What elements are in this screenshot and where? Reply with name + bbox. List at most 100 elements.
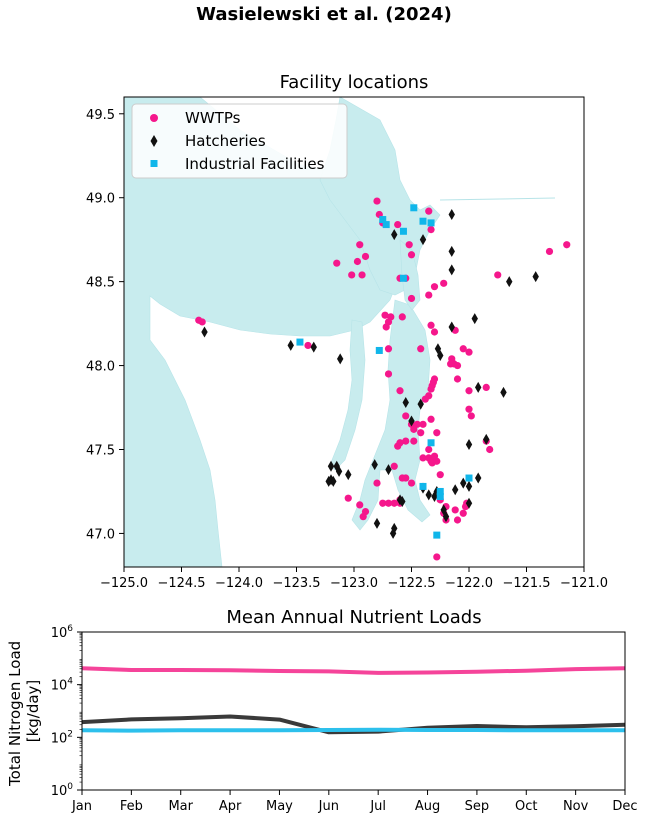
map-point-hatcheries bbox=[465, 480, 473, 492]
map-point-wwtps bbox=[430, 328, 439, 336]
map-point-hatcheries bbox=[408, 415, 415, 427]
map-point-wwtps bbox=[486, 445, 494, 454]
loads-x-tick-label: Jan bbox=[71, 799, 92, 814]
map-point-industrial-facilities bbox=[436, 487, 444, 495]
map-point-wwtps bbox=[465, 348, 473, 356]
loads-y-tick-label: 104 bbox=[51, 677, 74, 694]
map-point-wwtps bbox=[465, 387, 473, 395]
legend-marker-hatcheries bbox=[150, 135, 158, 147]
map-x-tick-label: −121.5 bbox=[502, 576, 550, 591]
map-point-wwtps bbox=[427, 226, 435, 234]
map-point-wwtps bbox=[384, 370, 393, 378]
map-point-wwtps bbox=[358, 271, 366, 279]
map-point-wwtps bbox=[467, 412, 475, 420]
legend-marker-wwtps bbox=[150, 114, 158, 122]
map-point-wwtps bbox=[356, 501, 364, 509]
map-point-wwtps bbox=[390, 462, 398, 470]
map-point-hatcheries bbox=[532, 271, 539, 283]
map-point-wwtps bbox=[348, 271, 356, 279]
map-title: Facility locations bbox=[280, 72, 429, 93]
loads-x-tick-label: May bbox=[266, 799, 293, 814]
map-point-wwtps bbox=[563, 241, 571, 249]
map-point-wwtps bbox=[417, 429, 425, 437]
map-point-wwtps bbox=[413, 420, 421, 428]
map-point-industrial-facilities bbox=[419, 482, 427, 490]
map-point-hatcheries bbox=[391, 229, 398, 241]
map-point-hatcheries bbox=[448, 321, 455, 333]
map-point-hatcheries bbox=[460, 477, 467, 489]
map-point-hatcheries bbox=[475, 472, 482, 484]
map-point-wwtps bbox=[430, 375, 439, 383]
legend-marker-industrial bbox=[150, 160, 158, 167]
map-point-wwtps bbox=[417, 345, 425, 353]
map-x-tick-label: −123.5 bbox=[272, 576, 320, 591]
map-point-hatcheries bbox=[452, 484, 459, 496]
map-point-wwtps bbox=[427, 415, 435, 423]
loads-series bbox=[82, 666, 625, 735]
map-point-wwtps bbox=[494, 271, 502, 279]
map-point-wwtps bbox=[410, 425, 418, 433]
map-point-wwtps bbox=[381, 311, 389, 319]
map-point-wwtps bbox=[447, 360, 455, 368]
map-point-hatcheries bbox=[419, 234, 427, 246]
loads-x-tick-label: Apr bbox=[219, 799, 242, 814]
loads-title: Mean Annual Nutrient Loads bbox=[226, 607, 481, 628]
loads-y-axis: 100 102 104 106 bbox=[51, 624, 82, 799]
map-point-hatcheries bbox=[483, 433, 490, 445]
map-point-hatcheries bbox=[442, 511, 450, 523]
loads-y-tick-label: 100 bbox=[51, 782, 74, 799]
map-point-wwtps bbox=[459, 345, 467, 353]
map-point-hatcheries bbox=[500, 386, 507, 398]
loads-y-label-line-1: Total Nitrogen Load bbox=[6, 641, 24, 787]
map-x-tick-label: −124.5 bbox=[157, 576, 205, 591]
map-point-wwtps bbox=[384, 345, 393, 353]
map-y-tick-label: 47.5 bbox=[86, 444, 115, 459]
map-point-hatcheries bbox=[448, 209, 455, 220]
map-point-wwtps bbox=[407, 479, 416, 487]
map-point-hatcheries bbox=[506, 276, 513, 288]
legend-box bbox=[131, 103, 348, 179]
map-point-hatcheries bbox=[373, 517, 381, 529]
loads-x-tick-label: Dec bbox=[612, 799, 637, 814]
loads-y-label-line-2: [kg/day] bbox=[24, 680, 42, 743]
map-point-wwtps bbox=[384, 499, 393, 507]
map-point-wwtps bbox=[433, 553, 441, 561]
legend-label-hatcheries: Hatcheries bbox=[185, 132, 266, 150]
loads-y-tick-label: 106 bbox=[51, 624, 74, 641]
map-point-wwtps bbox=[440, 279, 448, 287]
map-point-hatcheries bbox=[399, 496, 406, 508]
map-x-axis: −125.0 −124.5 −124.0 −123.5 −123.0 −122.5 −122… bbox=[100, 567, 608, 591]
map-point-hatcheries bbox=[465, 497, 473, 509]
legend-label-wwtps: WWTPs bbox=[185, 109, 241, 127]
map-point-wwtps bbox=[410, 437, 418, 445]
loads-x-tick-label: Jul bbox=[369, 799, 386, 814]
map-point-hatcheries bbox=[448, 245, 455, 257]
map-point-wwtps bbox=[394, 442, 402, 450]
map-point-hatcheries bbox=[448, 264, 455, 276]
map-point-wwtps bbox=[361, 252, 370, 261]
map-point-wwtps bbox=[304, 341, 312, 350]
map-point-wwtps bbox=[419, 454, 427, 462]
map-point-hatcheries bbox=[425, 489, 432, 501]
map-point-wwtps bbox=[407, 294, 416, 303]
map-y-tick-label: 47.0 bbox=[86, 527, 115, 542]
loads-x-axis: Jan Feb Mar Apr May Jun Jul Aug Sep Oct Nov Dec bbox=[71, 790, 638, 814]
map-point-wwtps bbox=[425, 392, 433, 400]
map-point-wwtps bbox=[387, 313, 395, 321]
map-point-wwtps bbox=[425, 207, 433, 215]
map-x-tick-label: −122.5 bbox=[387, 576, 435, 591]
map-point-wwtps bbox=[353, 257, 362, 266]
map-point-wwtps bbox=[545, 247, 554, 256]
map-point-wwtps bbox=[459, 509, 467, 517]
map-point-wwtps bbox=[419, 420, 427, 428]
map-point-industrial-facilities bbox=[427, 439, 435, 447]
loads-x-tick-label: Aug bbox=[415, 799, 440, 814]
map-point-hatcheries bbox=[389, 527, 397, 539]
map-point-wwtps bbox=[359, 513, 367, 521]
legend-label-industrial: Industrial Facilities bbox=[185, 155, 325, 173]
map-point-wwtps bbox=[398, 313, 406, 321]
map-point-industrial-facilities bbox=[399, 227, 407, 235]
map-point-wwtps bbox=[198, 318, 206, 326]
map-point-wwtps bbox=[356, 241, 364, 249]
